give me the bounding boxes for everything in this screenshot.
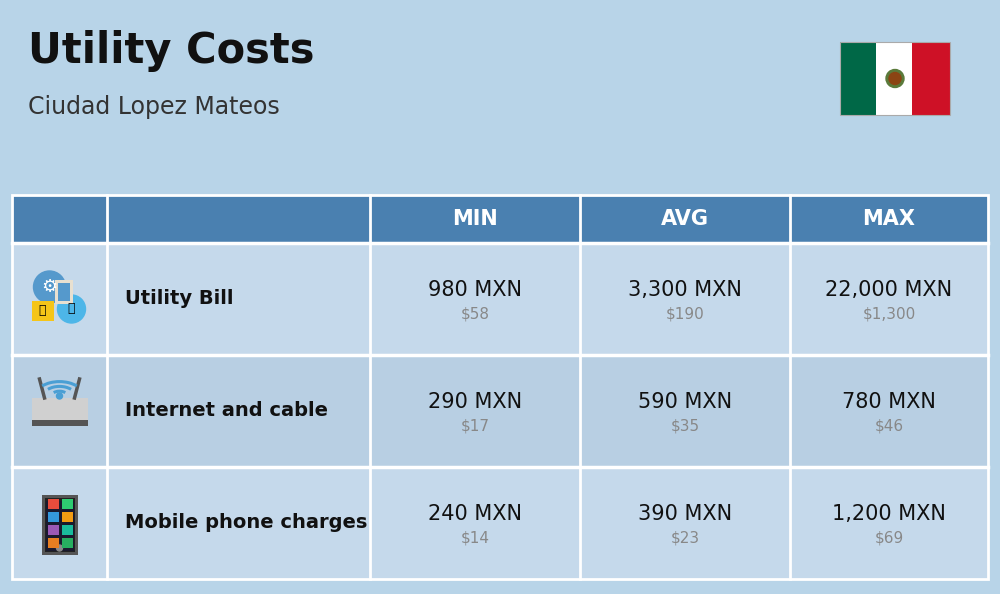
Text: 240 MXN: 240 MXN <box>428 504 522 524</box>
Text: $58: $58 <box>460 307 490 321</box>
Bar <box>62 538 72 548</box>
Bar <box>48 499 58 509</box>
Bar <box>46 501 74 551</box>
Circle shape <box>56 545 62 551</box>
Bar <box>840 42 877 115</box>
Bar <box>42 495 78 555</box>
Bar <box>62 525 72 535</box>
Text: Internet and cable: Internet and cable <box>125 402 328 421</box>
Text: $23: $23 <box>670 530 700 545</box>
Text: 780 MXN: 780 MXN <box>842 392 936 412</box>
Text: Utility Bill: Utility Bill <box>125 289 234 308</box>
Text: $14: $14 <box>460 530 490 545</box>
Text: MAX: MAX <box>862 209 916 229</box>
Text: Ciudad Lopez Mateos: Ciudad Lopez Mateos <box>28 95 280 119</box>
Bar <box>48 538 58 548</box>
Bar <box>32 398 88 426</box>
Text: $190: $190 <box>666 307 704 321</box>
Circle shape <box>58 295 86 323</box>
Text: ⚙: ⚙ <box>41 278 58 296</box>
Text: 💧: 💧 <box>68 302 75 315</box>
Text: 22,000 MXN: 22,000 MXN <box>825 280 953 300</box>
Bar <box>32 420 88 426</box>
Text: 3,300 MXN: 3,300 MXN <box>628 280 742 300</box>
Bar <box>44 498 74 552</box>
Text: 980 MXN: 980 MXN <box>428 280 522 300</box>
Text: $69: $69 <box>874 530 904 545</box>
Bar <box>54 280 72 304</box>
Bar <box>58 283 70 301</box>
Text: 390 MXN: 390 MXN <box>638 504 732 524</box>
Circle shape <box>34 271 66 303</box>
Bar <box>48 512 58 522</box>
Bar <box>12 355 988 467</box>
Text: $35: $35 <box>670 419 700 434</box>
Text: $1,300: $1,300 <box>862 307 916 321</box>
Text: $17: $17 <box>460 419 490 434</box>
Text: Mobile phone charges: Mobile phone charges <box>125 513 367 532</box>
Text: 1,200 MXN: 1,200 MXN <box>832 504 946 524</box>
Bar <box>48 525 58 535</box>
Bar <box>62 512 72 522</box>
Text: $46: $46 <box>874 419 904 434</box>
Circle shape <box>56 393 62 399</box>
Bar <box>876 42 913 115</box>
Circle shape <box>889 72 901 84</box>
Text: 590 MXN: 590 MXN <box>638 392 732 412</box>
Bar <box>62 499 72 509</box>
Bar <box>12 195 988 243</box>
Text: 290 MXN: 290 MXN <box>428 392 522 412</box>
Circle shape <box>886 69 904 87</box>
Bar <box>12 467 988 579</box>
Bar <box>912 42 950 115</box>
Text: AVG: AVG <box>661 209 709 229</box>
Bar <box>12 195 988 579</box>
Bar <box>32 301 54 321</box>
Text: Utility Costs: Utility Costs <box>28 30 314 72</box>
Text: 🔌: 🔌 <box>39 305 46 318</box>
Bar <box>840 42 950 115</box>
Text: MIN: MIN <box>452 209 498 229</box>
Bar <box>12 243 988 355</box>
